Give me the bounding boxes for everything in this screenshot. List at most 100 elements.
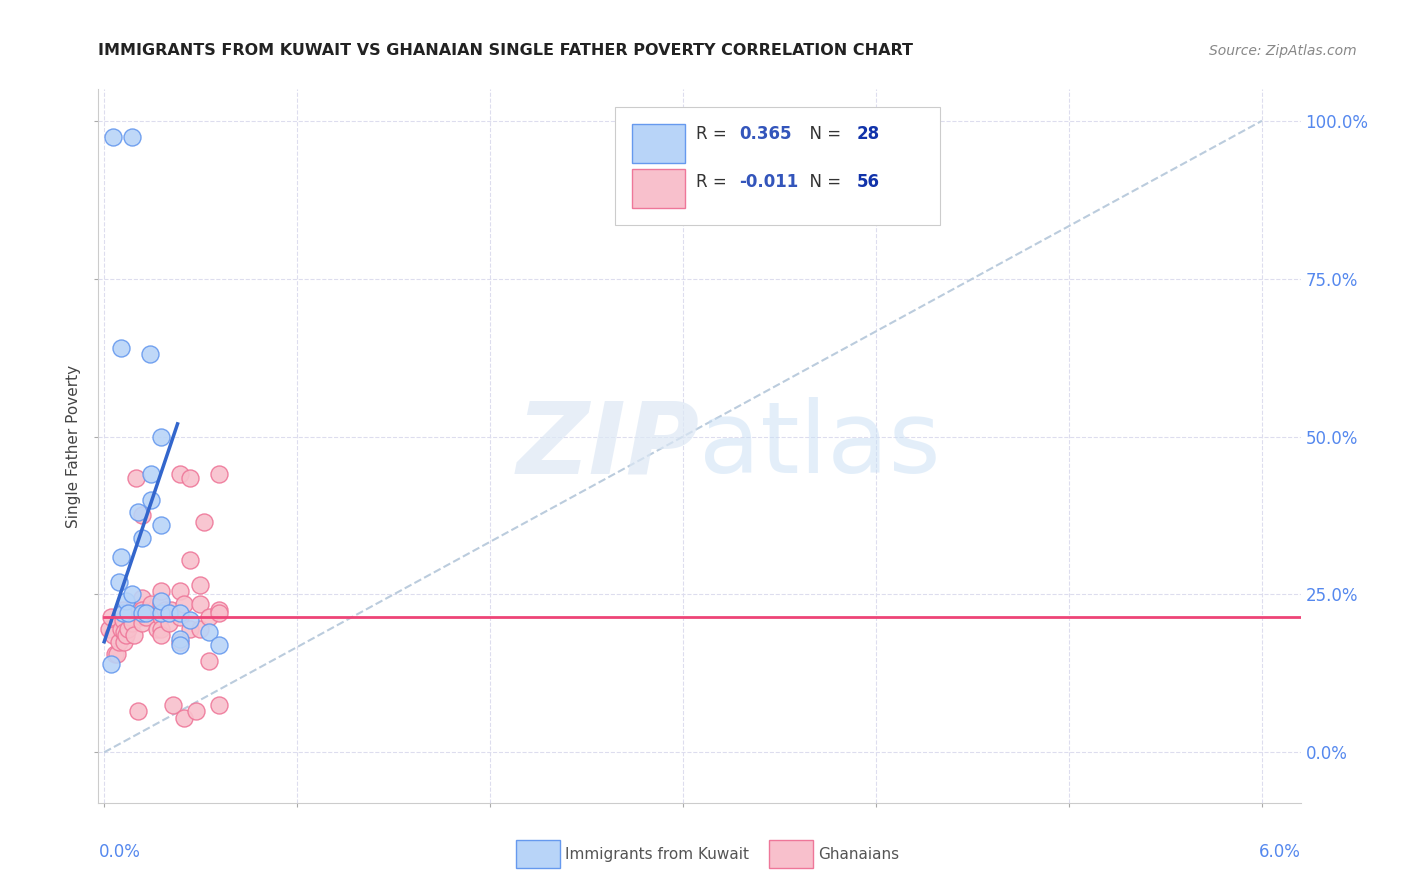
Point <box>173 710 195 724</box>
Text: Ghanaians: Ghanaians <box>818 847 900 862</box>
Point <box>110 622 132 636</box>
Point <box>150 593 173 607</box>
Text: 6.0%: 6.0% <box>1258 843 1301 861</box>
Point <box>98 622 121 636</box>
Text: Source: ZipAtlas.com: Source: ZipAtlas.com <box>1209 44 1357 58</box>
Point <box>208 607 231 621</box>
Text: Immigrants from Kuwait: Immigrants from Kuwait <box>565 847 749 862</box>
Point <box>114 625 136 640</box>
Point <box>157 607 180 621</box>
Point <box>121 587 143 601</box>
Point <box>169 632 191 646</box>
Point <box>188 578 211 592</box>
Point <box>146 622 169 636</box>
Point <box>150 429 173 443</box>
Point <box>135 609 157 624</box>
FancyBboxPatch shape <box>616 107 939 225</box>
Point <box>169 467 191 482</box>
Point <box>169 584 191 599</box>
Point <box>153 603 176 617</box>
Point <box>100 657 122 671</box>
Point <box>100 609 122 624</box>
Point <box>208 638 231 652</box>
Text: atlas: atlas <box>700 398 941 494</box>
Text: ZIP: ZIP <box>516 398 700 494</box>
Point <box>150 628 173 642</box>
Point <box>198 654 221 668</box>
Point <box>121 615 143 630</box>
Point <box>107 574 129 589</box>
Point <box>127 704 149 718</box>
Point <box>208 698 231 712</box>
Point <box>121 603 143 617</box>
Point <box>107 634 129 648</box>
Text: 0.0%: 0.0% <box>98 843 141 861</box>
Point <box>115 628 138 642</box>
Point <box>101 129 124 144</box>
Point <box>114 634 136 648</box>
Text: 0.365: 0.365 <box>740 125 792 143</box>
Point <box>193 515 215 529</box>
Point <box>105 648 128 662</box>
Point <box>125 470 148 484</box>
Point <box>111 603 134 617</box>
Point <box>162 698 184 712</box>
Point <box>208 467 231 482</box>
Point <box>131 609 153 624</box>
Point <box>110 341 132 355</box>
Point <box>169 607 191 621</box>
Point <box>141 467 163 482</box>
Point <box>179 622 201 636</box>
Y-axis label: Single Father Poverty: Single Father Poverty <box>66 365 82 527</box>
Point <box>117 622 139 636</box>
Point <box>179 613 201 627</box>
Point <box>150 584 173 599</box>
Point <box>120 609 142 624</box>
Point <box>150 622 173 636</box>
Text: -0.011: -0.011 <box>740 173 799 191</box>
Point <box>198 625 221 640</box>
Point <box>141 492 163 507</box>
Point <box>179 470 201 484</box>
Text: R =: R = <box>696 125 733 143</box>
Point <box>121 129 143 144</box>
Text: N =: N = <box>799 125 846 143</box>
Point <box>110 549 132 564</box>
Point <box>115 593 138 607</box>
FancyBboxPatch shape <box>633 124 685 162</box>
FancyBboxPatch shape <box>633 169 685 208</box>
Point <box>184 704 207 718</box>
Point <box>198 609 221 624</box>
Point <box>101 628 124 642</box>
Point <box>141 597 163 611</box>
Point <box>150 609 173 624</box>
Point <box>188 597 211 611</box>
Point <box>135 607 157 621</box>
Text: 56: 56 <box>858 173 880 191</box>
Point <box>104 648 127 662</box>
Text: 28: 28 <box>858 125 880 143</box>
Point <box>127 505 149 519</box>
Text: R =: R = <box>696 173 733 191</box>
Point <box>208 603 231 617</box>
Point <box>150 517 173 532</box>
Text: IMMIGRANTS FROM KUWAIT VS GHANAIAN SINGLE FATHER POVERTY CORRELATION CHART: IMMIGRANTS FROM KUWAIT VS GHANAIAN SINGL… <box>98 43 914 58</box>
Point <box>131 603 153 617</box>
Point <box>159 603 181 617</box>
Point <box>117 607 139 621</box>
Text: N =: N = <box>799 173 846 191</box>
Point <box>131 591 153 605</box>
Point <box>173 597 195 611</box>
Point <box>131 508 153 523</box>
Point <box>169 609 191 624</box>
Point <box>131 607 153 621</box>
Point <box>188 622 211 636</box>
Point <box>150 597 173 611</box>
Point <box>122 628 145 642</box>
Point <box>111 613 134 627</box>
Point <box>157 615 180 630</box>
Point <box>111 607 134 621</box>
Point <box>138 347 160 361</box>
Point <box>169 638 191 652</box>
Point <box>169 634 191 648</box>
